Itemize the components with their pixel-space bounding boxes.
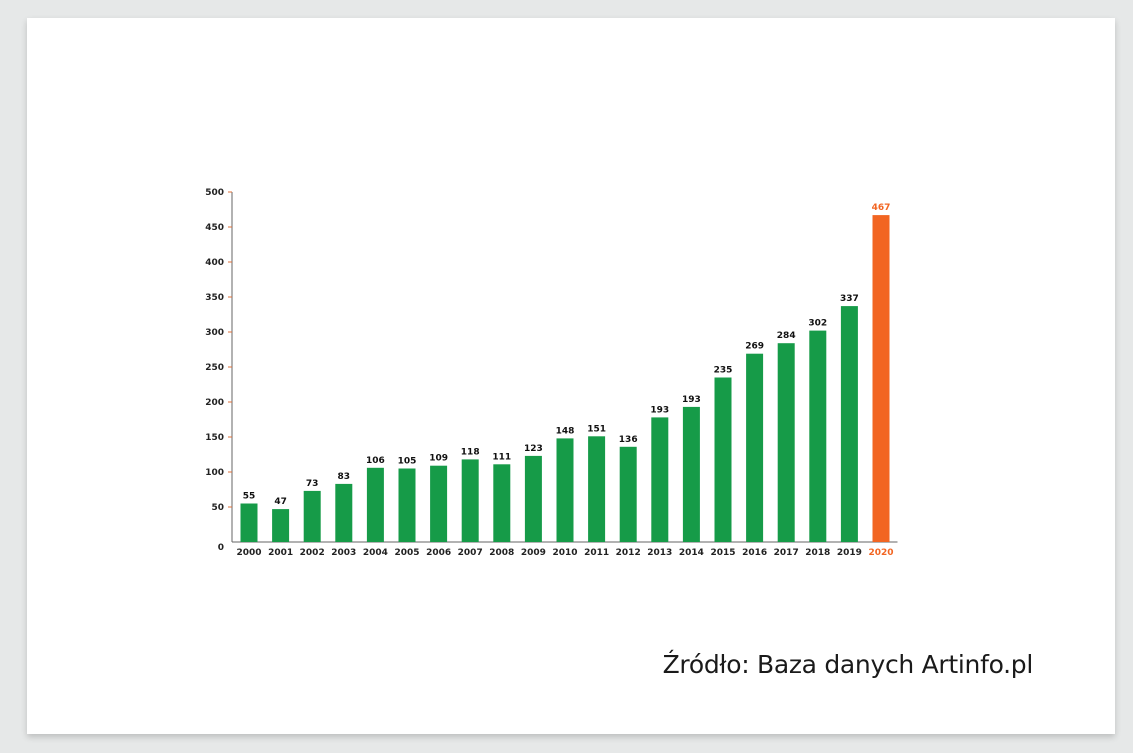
bar-chart: 0 50 100 150 200 250 300 350 400 450 500 55 2000 47 20…: [205, 188, 898, 558]
bar-2010: [556, 438, 574, 542]
x-tick-label-2011: 2011: [584, 548, 609, 558]
x-tick-label-2002: 2002: [300, 548, 325, 558]
bar-2016: [746, 353, 764, 542]
bar-2019: [840, 306, 858, 542]
x-tick-label-2008: 2008: [489, 548, 514, 558]
value-label-2011: 151: [587, 424, 606, 434]
x-tick-label-2000: 2000: [236, 548, 261, 558]
y-tick-label: 250: [205, 363, 224, 373]
bar-2011: [588, 436, 606, 542]
x-tick-label-2010: 2010: [552, 548, 577, 558]
value-label-2012: 136: [619, 435, 638, 445]
bar-2020: [872, 215, 890, 542]
value-label-2020: 467: [872, 203, 891, 213]
x-tick-label-2020: 2020: [868, 548, 893, 558]
value-label-2018: 302: [808, 319, 827, 329]
y-tick-label: 150: [205, 433, 224, 443]
x-tick-label-2003: 2003: [331, 548, 356, 558]
bar-2001: [272, 509, 290, 542]
bar-2013: [651, 417, 669, 542]
bar-2014: [682, 406, 700, 542]
y-tick-label: 300: [205, 328, 224, 338]
y-tick-label: 500: [205, 188, 224, 198]
bar-2018: [809, 330, 827, 542]
y-tick-label: 200: [205, 398, 224, 408]
x-tick-label-2001: 2001: [268, 548, 293, 558]
y-tick-label: 50: [211, 503, 224, 513]
value-label-2008: 111: [492, 452, 511, 462]
value-label-2007: 118: [461, 447, 480, 457]
y-tick-label: 400: [205, 258, 224, 268]
value-label-2003: 83: [338, 472, 351, 482]
bar-2009: [524, 455, 542, 542]
x-tick-label-2005: 2005: [394, 548, 419, 558]
value-label-2019: 337: [840, 294, 859, 304]
value-label-2017: 284: [777, 331, 796, 341]
x-tick-label-2015: 2015: [710, 548, 735, 558]
value-label-2009: 123: [524, 444, 543, 454]
bar-2012: [619, 446, 637, 542]
source-caption: Źródło: Baza danych Artinfo.pl: [662, 650, 1034, 679]
bar-2017: [777, 343, 795, 542]
x-tick-label-2009: 2009: [521, 548, 546, 558]
bar-2015: [714, 377, 732, 542]
value-label-2010: 148: [556, 426, 575, 436]
bar-2003: [335, 483, 353, 542]
x-tick-label-2018: 2018: [805, 548, 830, 558]
y-tick-label: 0: [218, 543, 224, 553]
bar-2006: [430, 465, 448, 542]
value-label-2013: 193: [650, 405, 669, 415]
x-tick-label-2004: 2004: [363, 548, 388, 558]
value-label-2001: 47: [274, 497, 287, 507]
x-tick-label-2014: 2014: [679, 548, 704, 558]
y-tick-label: 100: [205, 468, 224, 478]
y-tick-label: 350: [205, 293, 224, 303]
value-label-2006: 109: [429, 454, 448, 464]
value-label-2002: 73: [306, 479, 319, 489]
x-tick-label-2007: 2007: [458, 548, 483, 558]
value-label-2004: 106: [366, 456, 385, 466]
x-tick-label-2012: 2012: [616, 548, 641, 558]
value-label-2005: 105: [398, 457, 417, 467]
x-tick-label-2013: 2013: [647, 548, 672, 558]
x-tick-label-2006: 2006: [426, 548, 451, 558]
chart-card: 0 50 100 150 200 250 300 350 400 450 500 55 2000 47 20…: [27, 18, 1115, 734]
bar-2004: [366, 467, 384, 542]
bar-2007: [461, 459, 479, 542]
x-tick-label-2017: 2017: [774, 548, 799, 558]
value-label-2000: 55: [243, 492, 256, 502]
x-tick-label-2016: 2016: [742, 548, 767, 558]
value-label-2016: 269: [745, 342, 764, 352]
bar-2000: [240, 503, 258, 542]
x-tick-label-2019: 2019: [837, 548, 862, 558]
bar-2002: [303, 490, 321, 542]
bar-2005: [398, 468, 416, 542]
bar-2008: [493, 464, 511, 542]
value-label-2014: 193: [682, 395, 701, 405]
value-label-2015: 235: [714, 366, 733, 376]
y-tick-label: 450: [205, 223, 224, 233]
